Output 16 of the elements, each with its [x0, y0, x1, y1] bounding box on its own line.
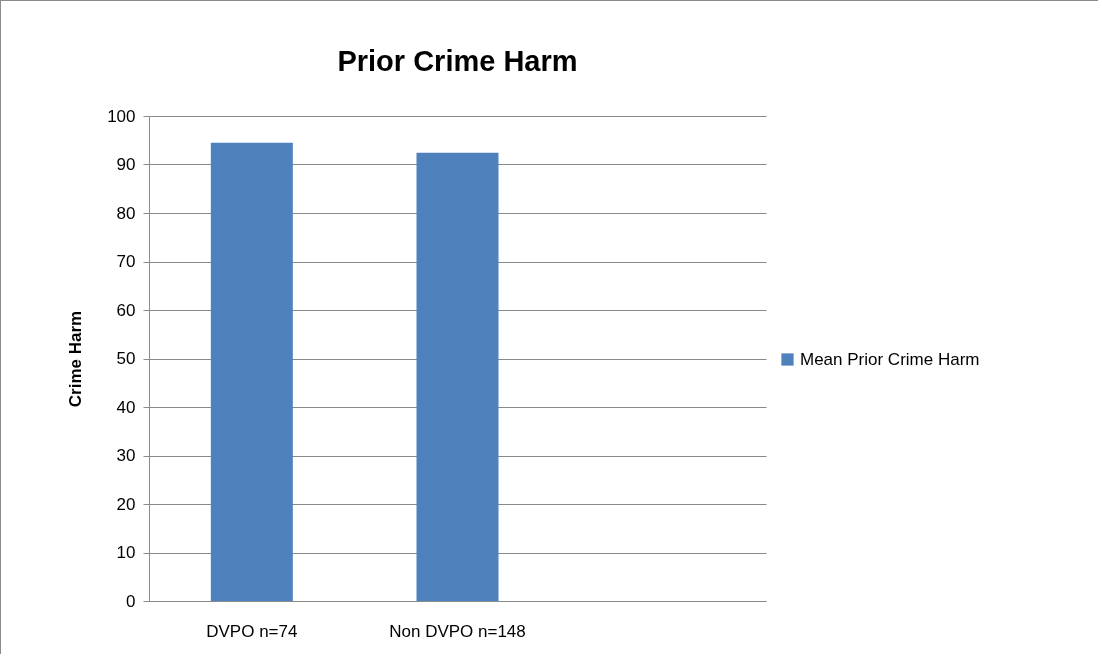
y-tick-label: 0 — [126, 591, 136, 611]
y-tick-label: 20 — [116, 494, 136, 514]
y-tick-label: 80 — [116, 203, 136, 223]
y-tick-label: 30 — [116, 446, 136, 465]
legend-label: Mean Prior Crime Harm — [800, 349, 980, 369]
y-tick-label: 60 — [116, 300, 136, 320]
y-tick-label: 10 — [116, 543, 136, 562]
x-tick-label: Non DVPO n=148 — [389, 621, 526, 641]
y-tick-label: 70 — [116, 252, 136, 271]
chart-title: Prior Crime Harm — [337, 45, 578, 77]
y-tick-label: 90 — [116, 155, 136, 174]
y-tick-label: 50 — [116, 349, 136, 368]
y-axis-title: Crime Harm — [66, 310, 86, 408]
y-tick-label: 40 — [116, 397, 136, 417]
y-tick-label: 100 — [107, 106, 136, 126]
x-tick-label: DVPO n=74 — [206, 621, 298, 641]
